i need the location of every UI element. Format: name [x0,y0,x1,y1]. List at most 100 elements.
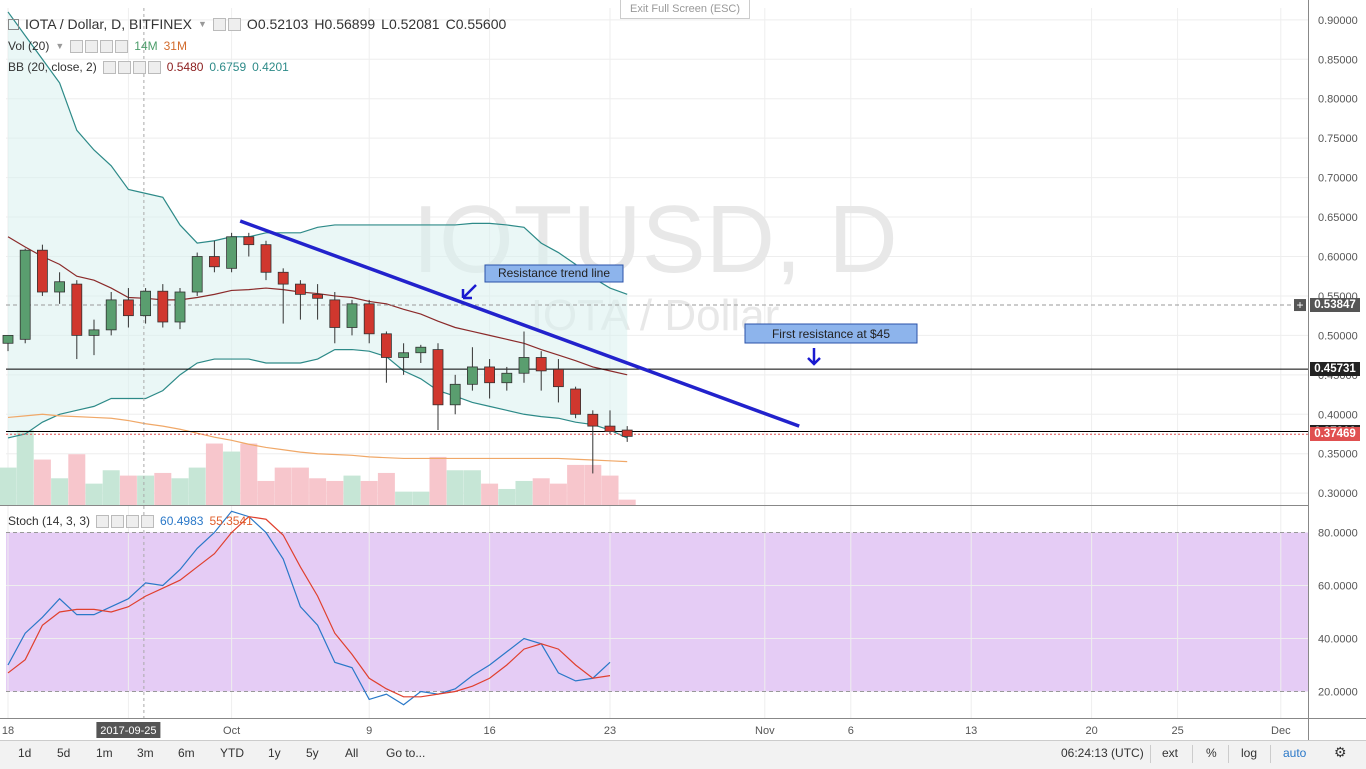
candle [71,280,83,360]
chevron-down-icon[interactable]: ▼ [55,41,65,51]
volume-value-1: 14M [134,39,158,53]
candle [621,426,633,442]
range-3m[interactable]: 3m [137,746,154,760]
stoch-label: Stoch (14, 3, 3) [8,514,91,528]
arrow-icon [807,348,821,366]
arrow-icon [461,284,477,300]
candle [398,343,410,375]
volume-bar [515,480,533,505]
volume-bar [326,480,344,505]
ohlc-high: H0.56899 [314,16,376,32]
volume-bar [240,443,258,505]
candle [466,347,478,391]
volume-bar [481,483,499,505]
time-axis-label: Oct [223,725,240,737]
candle-body [449,383,461,406]
candle [570,386,581,419]
candle [243,232,255,257]
candle-body [54,281,65,293]
price-tag: 0.37469 [1310,427,1360,442]
volume-bar [360,480,378,505]
candle-body [553,368,564,388]
toolbar-separator [1192,745,1193,763]
candle-body [518,357,530,374]
time-axis-label: 23 [604,725,616,737]
price-axis-label: 0.85000 [1318,54,1358,66]
range-all[interactable]: All [345,746,359,760]
range-5y[interactable]: 5y [306,746,319,760]
volume-bar [377,472,395,505]
candle [140,288,152,324]
volume-bar [429,456,447,505]
candle-body [466,366,478,385]
volume-bar [257,480,275,505]
range-5d[interactable]: 5d [57,746,71,760]
candle-body [105,299,117,331]
candle-body [19,249,31,340]
add-level-button [1294,299,1306,312]
symbol-buttons[interactable] [212,17,241,31]
candle [449,374,461,415]
candle-body [363,303,375,335]
price-tag: 0.53847 [1310,298,1360,313]
stoch-axis-label: 20.0000 [1318,687,1358,699]
volume-bar [412,491,430,505]
candle-body [312,293,324,299]
percent-toggle[interactable]: % [1206,746,1217,760]
time-axis-label: 2017-09-25 [100,725,156,737]
candle [553,359,564,403]
price-axis-label: 0.30000 [1318,488,1358,500]
collapse-icon[interactable] [8,18,19,30]
candle-body [432,349,444,406]
chevron-down-icon[interactable]: ▼ [198,19,207,29]
candle [346,299,358,336]
candle [37,244,48,296]
log-toggle[interactable]: log [1241,746,1258,760]
bb-label: BB (20, close, 2) [8,60,97,74]
stoch-buttons[interactable] [96,514,155,528]
candle-body [570,388,581,415]
volume-bar [274,467,292,505]
range-1d[interactable]: 1d [18,746,32,760]
candle-body [535,357,547,372]
candle [484,359,496,399]
auto-toggle[interactable]: auto [1283,746,1307,760]
bb-legend: BB (20, close, 2) 0.5480 0.6759 0.4201 [8,60,289,74]
price-axis-label: 0.50000 [1318,330,1358,342]
range-1y[interactable]: 1y [268,746,281,760]
candle [501,366,513,391]
candle-body [277,271,289,285]
volume-bar [119,475,137,505]
candle-body [621,429,633,437]
symbol-legend: IOTA / Dollar, D, BITFINEX ▼ O0.52103 H0… [8,16,506,32]
range-1m[interactable]: 1m [96,746,113,760]
stoch-legend: Stoch (14, 3, 3) 60.4983 55.3541 [8,514,253,528]
range-6m[interactable]: 6m [178,746,195,760]
candle-body [88,329,100,336]
candle [277,268,289,324]
candle [88,319,100,356]
ext-toggle[interactable]: ext [1162,746,1179,760]
candle [604,410,616,434]
candle-body [484,366,496,384]
volume-legend: Vol (20) ▼ 14M 31M [8,39,187,53]
candle-body [71,283,83,336]
volume-buttons[interactable] [70,39,129,53]
price-axis-label: 0.35000 [1318,449,1358,461]
candle-body [604,425,616,433]
candle-body [294,283,306,295]
stoch-axis-label: 80.0000 [1318,528,1358,540]
volume-bar [343,475,361,505]
range-ytd[interactable]: YTD [220,746,244,760]
exit-fullscreen-button[interactable]: Exit Full Screen (ESC) [620,0,750,19]
candle [54,272,65,304]
resistance-annotation-label: First resistance at $45 [772,327,890,341]
volume-bar [16,430,34,505]
gear-icon[interactable]: ⚙ [1334,744,1347,760]
candle [174,288,186,330]
price-axis-label: 0.80000 [1318,94,1358,106]
bb-buttons[interactable] [102,60,161,74]
candle-body [2,334,14,344]
goto-button[interactable]: Go to... [386,746,426,760]
